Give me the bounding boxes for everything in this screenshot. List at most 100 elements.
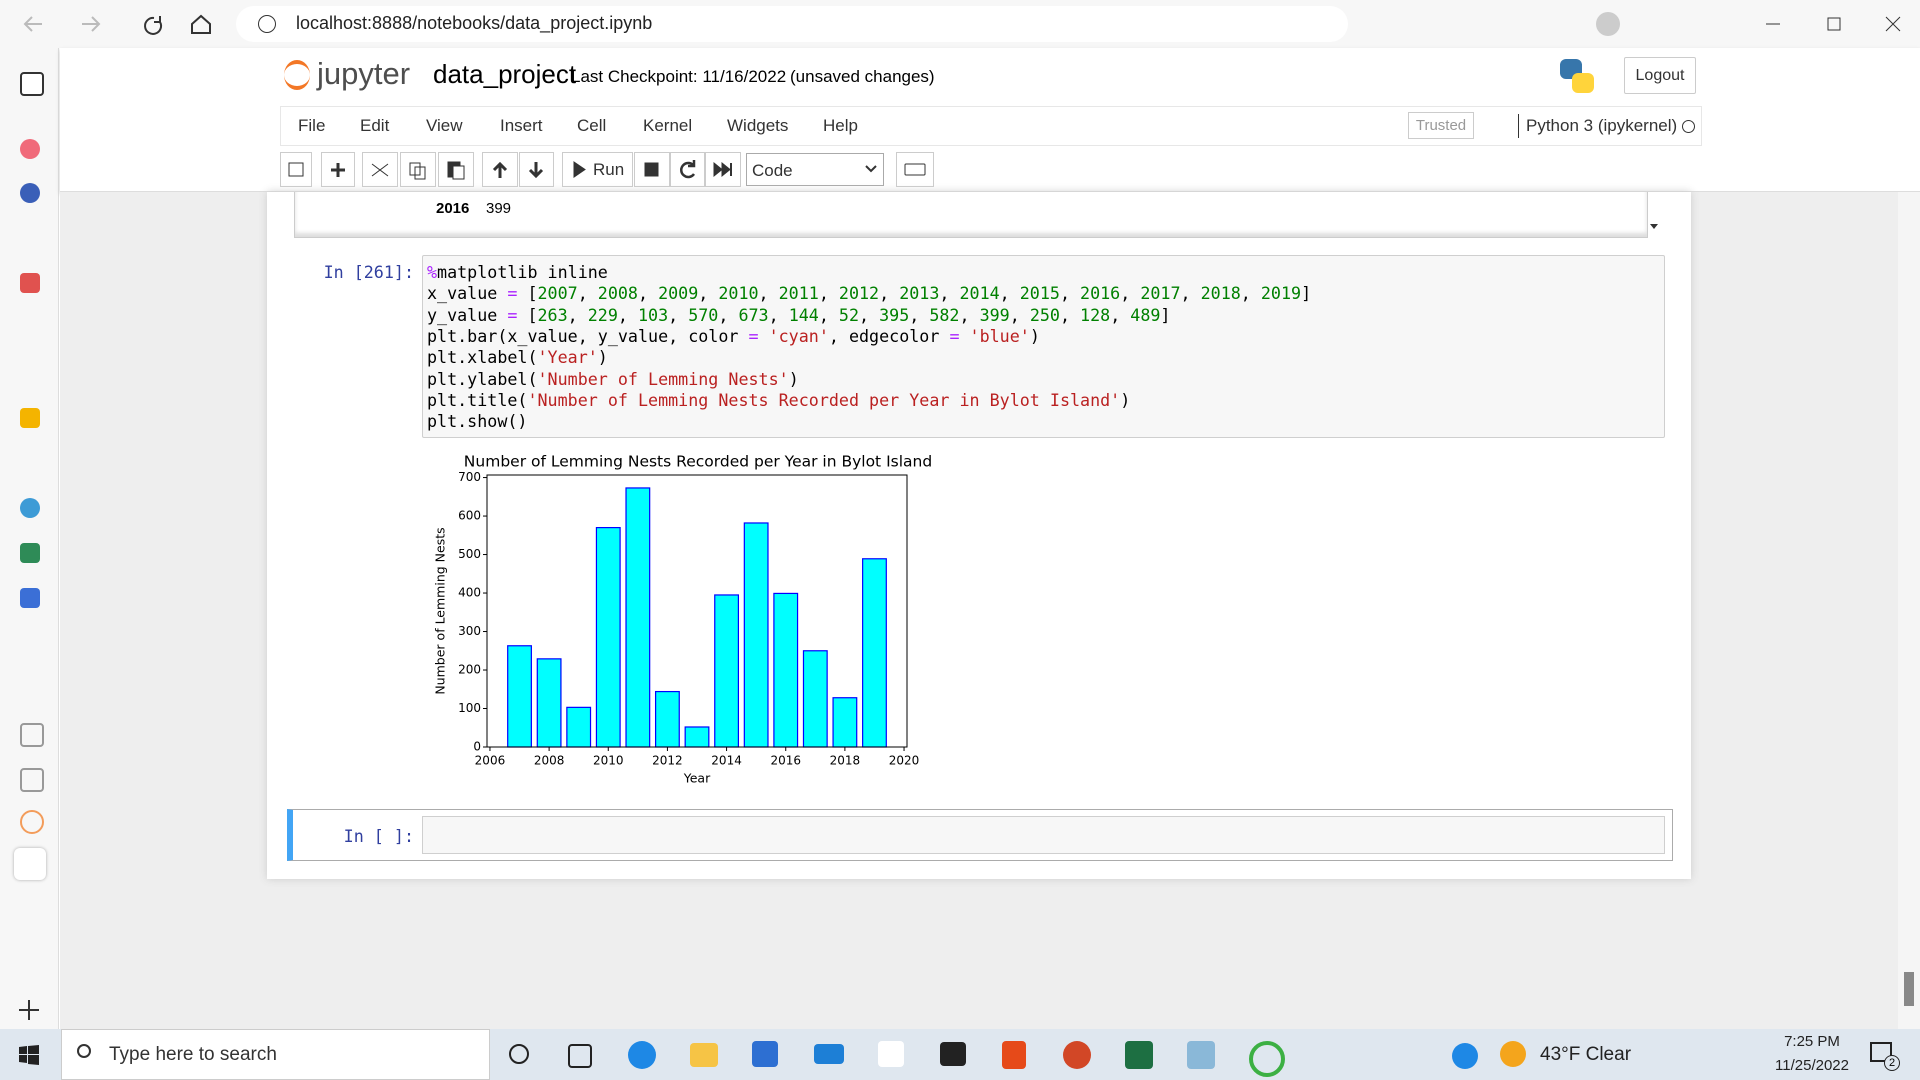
selected-cell[interactable] xyxy=(287,809,1673,861)
taskbar: Type here to search 43°F Clear 7:25 PM 1… xyxy=(0,1029,1920,1080)
clock-date[interactable]: 11/25/2022 xyxy=(1775,1057,1849,1074)
checkpoint: Last Checkpoint: 11/16/2022 xyxy=(571,67,787,86)
scrollbar[interactable] xyxy=(1898,192,1920,1029)
logout-button[interactable]: Logout xyxy=(1624,57,1696,94)
profile-icon[interactable] xyxy=(1596,12,1620,36)
store-icon[interactable] xyxy=(752,1041,778,1067)
bar xyxy=(536,658,562,748)
sidebar-icon[interactable] xyxy=(20,768,44,792)
excel-icon[interactable] xyxy=(1125,1041,1153,1069)
url[interactable]: localhost:8888/notebooks/data_project.ip… xyxy=(296,13,653,33)
python-logo xyxy=(1560,59,1594,93)
sidebar-icon[interactable] xyxy=(20,408,40,428)
jupyter-logo[interactable]: jupyter xyxy=(317,56,411,91)
separator xyxy=(1518,114,1519,138)
menu-item[interactable]: Edit xyxy=(360,116,390,135)
menu-item[interactable]: Kernel xyxy=(643,116,693,135)
sidebar-icon[interactable] xyxy=(20,498,40,518)
code-input[interactable] xyxy=(422,255,1665,438)
run-label[interactable]: Run xyxy=(593,160,625,179)
code-line: plt.show() xyxy=(427,411,528,432)
cell-type-select[interactable] xyxy=(746,153,884,186)
keyboard-button[interactable] xyxy=(896,152,934,187)
address-bar[interactable] xyxy=(236,6,1348,42)
kernel-name[interactable]: Python 3 (ipykernel) xyxy=(1526,116,1678,135)
bar xyxy=(862,558,887,748)
code-line: plt.ylabel('Number of Lemming Nests') xyxy=(427,368,799,389)
sidebar-icon[interactable] xyxy=(20,139,40,159)
notification-icon[interactable] xyxy=(1870,1042,1892,1062)
sidebar-icon[interactable] xyxy=(20,723,44,747)
bar xyxy=(714,594,740,748)
y-tick-label: 300 xyxy=(458,624,481,638)
table-index: 2016 xyxy=(436,200,470,217)
powerpoint-icon[interactable] xyxy=(1063,1041,1091,1069)
copy-button[interactable] xyxy=(400,152,436,187)
y-tick-label: 100 xyxy=(458,701,481,715)
start-button[interactable] xyxy=(19,1045,39,1065)
sidebar-icon[interactable] xyxy=(20,183,40,203)
dropbox-icon[interactable] xyxy=(940,1042,966,1066)
menu-item[interactable]: View xyxy=(426,116,463,135)
cell-prompt: In [ ]: xyxy=(343,826,414,846)
y-tick-label: 200 xyxy=(458,663,481,677)
x-tick-label: 2016 xyxy=(770,754,801,768)
browser-bar: localhost:8888/notebooks/data_project.ip… xyxy=(0,0,1920,48)
app-icon[interactable] xyxy=(1249,1041,1285,1077)
weather[interactable]: 43°F Clear xyxy=(1540,1044,1632,1065)
menu-item[interactable]: Widgets xyxy=(727,116,789,135)
edge-icon[interactable] xyxy=(628,1041,656,1069)
sidebar-icon[interactable] xyxy=(20,273,40,293)
cell-type-value[interactable]: Code xyxy=(752,161,793,180)
bar xyxy=(566,706,592,748)
explorer-icon[interactable] xyxy=(690,1043,718,1067)
code-input[interactable] xyxy=(422,816,1665,854)
x-tick-label: 2008 xyxy=(534,754,565,768)
sidebar-icon[interactable] xyxy=(14,848,46,880)
sidebar-icon[interactable] xyxy=(20,543,40,563)
output-scroll[interactable]: 2016 399 xyxy=(294,192,1648,238)
save-button[interactable] xyxy=(280,152,312,187)
y-tick-label: 0 xyxy=(473,740,481,754)
add-icon[interactable] xyxy=(28,1000,30,1020)
search-placeholder[interactable]: Type here to search xyxy=(109,1044,277,1065)
bar xyxy=(507,645,532,748)
office-icon[interactable] xyxy=(1002,1041,1026,1069)
code-line: plt.bar(x_value, y_value, color = 'cyan'… xyxy=(427,325,1040,346)
help-icon[interactable] xyxy=(1452,1043,1478,1069)
x-tick-label: 2010 xyxy=(593,754,624,768)
bar xyxy=(595,526,621,748)
menu-item[interactable]: File xyxy=(298,116,326,135)
amazon-icon[interactable] xyxy=(878,1041,904,1067)
plot-frame xyxy=(486,474,908,748)
trusted-indicator[interactable]: Trusted xyxy=(1408,112,1474,139)
cortana-icon[interactable] xyxy=(509,1044,529,1064)
scroll-arrow[interactable] xyxy=(1650,224,1658,229)
nav-buttons[interactable] xyxy=(20,12,230,36)
x-tick-label: 2020 xyxy=(889,754,920,768)
menu-item[interactable]: Help xyxy=(823,116,858,135)
bar xyxy=(802,650,828,748)
notebook-name[interactable]: data_project xyxy=(433,59,577,89)
code-line: y_value = [263, 229, 103, 570, 673, 144,… xyxy=(427,304,1171,325)
bar xyxy=(773,592,799,748)
tab-icon[interactable] xyxy=(20,72,44,96)
app-icon[interactable] xyxy=(1187,1041,1215,1069)
sidebar-icon[interactable] xyxy=(20,588,40,608)
taskview-icon[interactable] xyxy=(568,1044,592,1068)
menu-item[interactable]: Cell xyxy=(577,116,607,135)
sidebar-icon[interactable] xyxy=(20,810,44,834)
code-line: plt.xlabel('Year') xyxy=(427,347,608,368)
code-line: plt.title('Number of Lemming Nests Recor… xyxy=(427,389,1131,410)
clock-time[interactable]: 7:25 PM xyxy=(1784,1033,1840,1050)
y-tick-label: 400 xyxy=(458,586,481,600)
mail-icon[interactable] xyxy=(814,1044,844,1064)
restart-button[interactable] xyxy=(670,152,705,187)
menu-item[interactable]: Insert xyxy=(500,116,543,135)
kernel-indicator xyxy=(1682,120,1695,133)
window-controls[interactable] xyxy=(1760,12,1910,36)
sidebar xyxy=(0,48,59,1029)
save-status: (unsaved changes) xyxy=(790,67,935,86)
y-tick-label: 600 xyxy=(458,509,481,523)
